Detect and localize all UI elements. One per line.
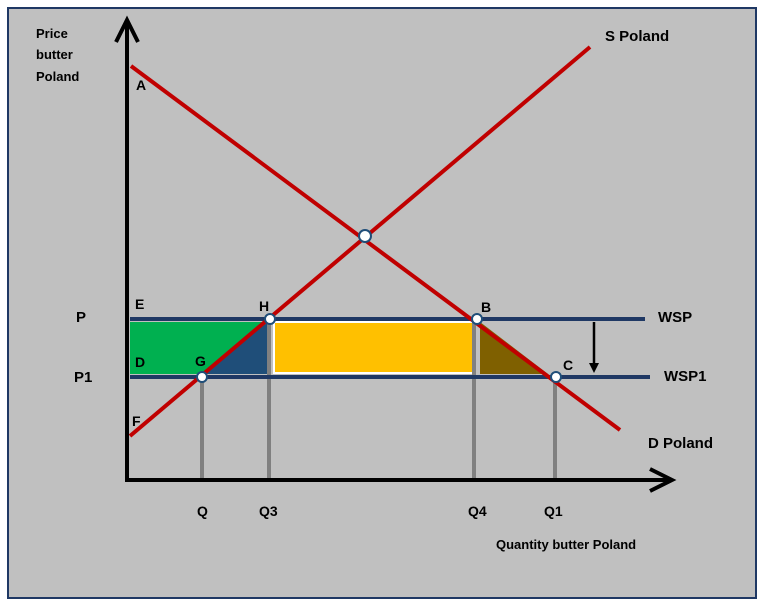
point-label-d: D xyxy=(135,354,145,370)
point-h-marker xyxy=(264,313,276,325)
x-axis-arrowhead xyxy=(649,467,677,493)
demand-curve xyxy=(129,64,622,432)
yellow-rectangle xyxy=(273,321,474,374)
x-axis-label: Quantity butter Poland xyxy=(496,537,636,552)
equilibrium-marker xyxy=(358,229,372,243)
point-label-g: G xyxy=(195,353,206,369)
y-axis-label-line-1: Price xyxy=(36,26,68,41)
point-c-marker xyxy=(550,371,562,383)
point-label-c: C xyxy=(563,357,573,373)
diagram-background xyxy=(7,7,757,599)
point-label-h: H xyxy=(259,298,269,314)
point-g-marker xyxy=(196,371,208,383)
quantity-label-q4: Q4 xyxy=(468,503,487,519)
wsp-label: WSP xyxy=(658,309,692,326)
green-area xyxy=(130,322,268,374)
quantity-label-q3: Q3 xyxy=(259,503,278,519)
price-label-p: P xyxy=(76,309,86,326)
point-label-f: F xyxy=(132,413,141,429)
wsp1-label: WSP1 xyxy=(664,368,707,385)
quantity-label-q: Q xyxy=(197,503,208,519)
point-label-e: E xyxy=(135,296,144,312)
point-label-a: A xyxy=(136,77,146,93)
supply-curve xyxy=(128,45,592,438)
y-axis-label-line-3: Poland xyxy=(36,69,79,84)
y-axis-label-line-2: butter xyxy=(36,47,73,62)
supply-label: S Poland xyxy=(605,28,669,45)
brown-triangle xyxy=(480,322,548,374)
point-label-b: B xyxy=(481,299,491,315)
demand-label: D Poland xyxy=(648,435,713,452)
y-axis-arrowhead xyxy=(114,15,140,43)
price-label-p1: P1 xyxy=(74,369,92,386)
quantity-label-q1: Q1 xyxy=(544,503,563,519)
point-b-marker xyxy=(471,313,483,325)
